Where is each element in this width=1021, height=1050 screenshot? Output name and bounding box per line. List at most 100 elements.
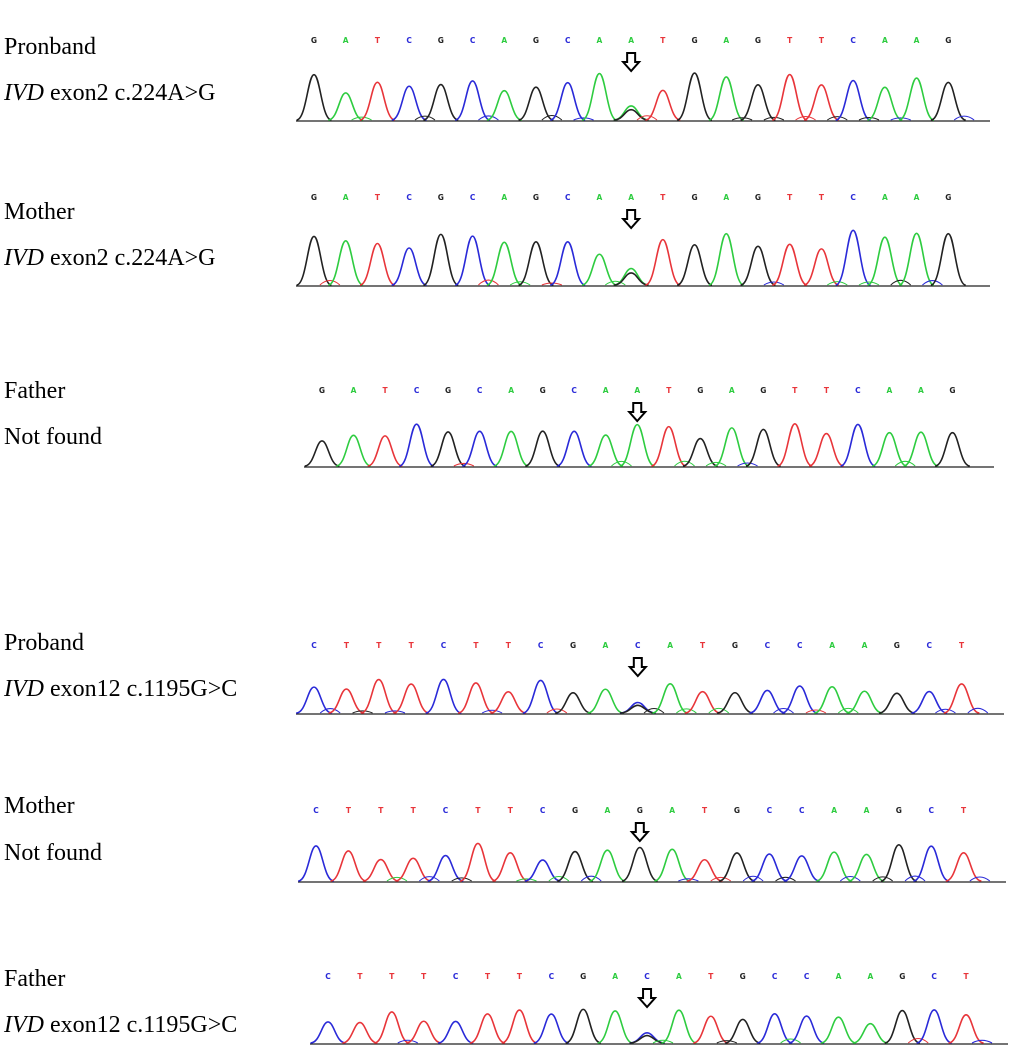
secondary-peak	[629, 1034, 665, 1044]
base-call-letter: G	[732, 641, 738, 650]
base-call-letter: G	[949, 386, 955, 395]
base-call-letter: C	[470, 36, 476, 45]
base-call-letter: T	[787, 193, 793, 202]
trace-noise	[453, 462, 475, 467]
trace-noise	[890, 279, 912, 286]
down-arrow-icon	[627, 402, 648, 423]
base-call-letter: G	[760, 386, 766, 395]
trace-peak	[549, 81, 586, 121]
trace-peak	[676, 72, 713, 121]
base-call-letter: G	[311, 36, 317, 45]
trace-peak	[682, 437, 718, 467]
base-call-letter: C	[765, 641, 771, 650]
base-call-letter: C	[797, 641, 803, 650]
trace-peak	[427, 854, 464, 882]
base-call-letter: G	[691, 36, 697, 45]
base-call-letter: A	[605, 806, 611, 815]
base-call-letter: T	[517, 972, 523, 981]
base-call-letter: T	[666, 386, 672, 395]
trace-peak	[461, 430, 498, 467]
base-call-letter: T	[819, 36, 825, 45]
base-call-letter: G	[445, 386, 451, 395]
trace-peak	[395, 857, 432, 882]
trace-peak	[943, 683, 980, 714]
panel-3-variant-text: Not found	[4, 424, 102, 450]
trace-noise	[573, 117, 594, 121]
trace-peak	[367, 435, 403, 467]
base-call-letter: A	[867, 972, 873, 981]
base-call-letter: C	[313, 806, 319, 815]
trace-peak	[661, 1009, 697, 1044]
trace-noise	[894, 460, 916, 467]
panel-6-sample-label: Father	[4, 966, 66, 992]
trace-peak	[454, 235, 491, 286]
trace-peak	[816, 851, 853, 882]
trace-noise	[386, 876, 408, 882]
trace-peak	[295, 686, 333, 714]
trace-peak	[360, 678, 397, 714]
trace-noise	[716, 1040, 738, 1044]
panel-2-gene-name: IVD	[4, 245, 44, 271]
trace-peak	[492, 851, 529, 882]
trace-peak	[525, 430, 561, 467]
base-call-letter: A	[914, 193, 920, 202]
down-arrow-icon	[620, 52, 642, 73]
base-call-letter: G	[734, 806, 740, 815]
base-call-letter: G	[637, 806, 643, 815]
trace-noise	[837, 707, 859, 714]
trace-noise	[872, 876, 893, 882]
base-call-letter: A	[914, 36, 920, 45]
trace-noise	[763, 116, 785, 121]
trace-noise	[763, 281, 785, 286]
trace-noise	[580, 875, 602, 882]
trace-peak	[297, 845, 335, 882]
trace-peak	[486, 89, 522, 121]
trace-peak	[328, 92, 364, 121]
chromatogram-panel-3: Father Not found G A T C G C A G C A A T G A G T T C A A G	[0, 0, 1021, 480]
base-call-letter: T	[964, 972, 970, 981]
trace-noise	[773, 707, 794, 714]
base-call-letter: T	[473, 641, 479, 650]
base-call-letter: A	[343, 193, 349, 202]
base-call-letter: T	[702, 806, 708, 815]
trace-peak	[820, 1016, 857, 1044]
trace-noise	[731, 117, 753, 121]
trace-peak	[486, 241, 523, 286]
base-call-letter: T	[375, 36, 381, 45]
base-call-letter: T	[421, 972, 427, 981]
trace-noise	[967, 707, 989, 714]
trace-peak	[840, 423, 876, 467]
trace-noise	[352, 710, 373, 714]
base-call-letter: T	[660, 193, 666, 202]
trace-peak	[808, 432, 845, 467]
trace-peak	[835, 229, 871, 286]
trace-noise	[971, 1039, 993, 1044]
trace-peak	[533, 1013, 570, 1044]
trace-noise	[351, 116, 372, 121]
trace-peak	[296, 235, 332, 286]
trace-noise	[708, 707, 730, 714]
trace-peak	[501, 1009, 538, 1044]
trace-noise	[516, 878, 537, 882]
trace-noise	[397, 1039, 418, 1044]
trace-peak	[852, 1022, 889, 1044]
base-call-letter: A	[723, 193, 729, 202]
panel-4-sample-label: Proband	[4, 630, 84, 656]
secondary-peak	[619, 704, 656, 714]
base-call-letter: G	[894, 641, 900, 650]
trace-peak	[880, 843, 917, 882]
trace-noise	[611, 460, 632, 467]
trace-noise	[319, 280, 341, 286]
panel-4-variant-label: IVD exon12 c.1195G>C	[4, 676, 237, 703]
base-call-letter: T	[344, 641, 350, 650]
trace-peak	[903, 431, 939, 467]
trace-peak	[913, 845, 950, 882]
secondary-peak	[613, 108, 649, 121]
trace-peak	[783, 855, 820, 882]
trace-peak	[555, 692, 592, 714]
trace-peak	[898, 77, 935, 121]
trace-peak	[425, 678, 462, 714]
base-call-letter: A	[829, 641, 835, 650]
